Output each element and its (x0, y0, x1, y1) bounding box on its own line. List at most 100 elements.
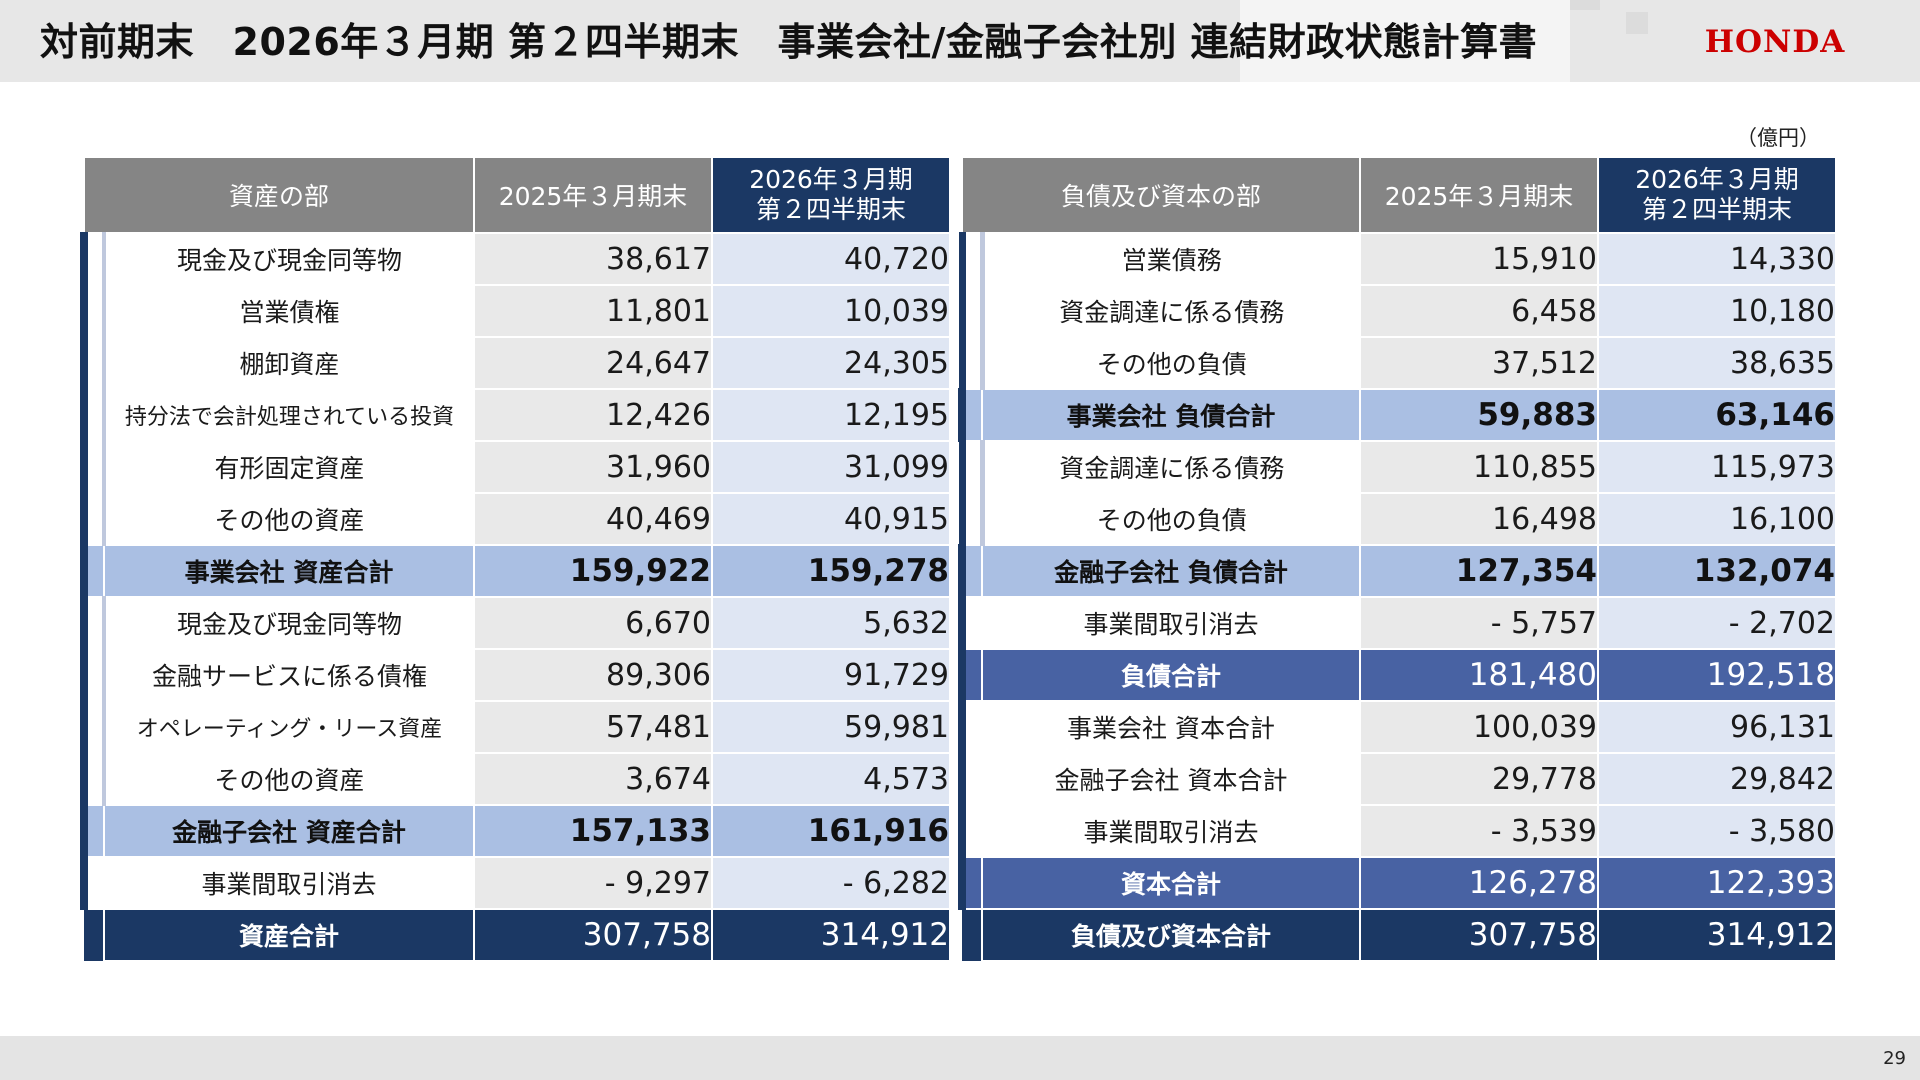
value-cur: 314,912 (1597, 908, 1837, 962)
row-label: 棚卸資産 (103, 336, 475, 390)
value-cur: 161,916 (711, 804, 951, 858)
table-row: その他の資産 40,469 40,915 (80, 492, 951, 546)
value-prev: 3,674 (473, 752, 713, 806)
value-prev: 12,426 (473, 388, 713, 442)
value-prev: 31,960 (473, 440, 713, 494)
liabilities-table: 負債及び資本の部 2025年３月期末 2026年３月期 第２四半期末 営業債務 … (958, 156, 1837, 962)
row-label: その他の資産 (103, 492, 475, 546)
value-prev: 127,354 (1359, 544, 1599, 598)
value-prev: 307,758 (1359, 908, 1599, 962)
liabilities-col-cur-line2: 第２四半期末 (1641, 195, 1792, 224)
row-label: その他の負債 (981, 492, 1361, 546)
row-label: 金融子会社 資産合計 (103, 804, 475, 858)
grand-total-row: 資産合計 307,758 314,912 (84, 908, 951, 962)
table-row: 資金調達に係る債務 6,458 10,180 (958, 284, 1837, 338)
row-label: 事業間取引消去 (981, 804, 1361, 858)
value-prev: - 3,539 (1359, 804, 1599, 858)
group-bracket (958, 336, 985, 389)
value-cur: 63,146 (1597, 388, 1837, 442)
value-prev: 59,883 (1359, 388, 1599, 442)
group-bracket (958, 596, 982, 649)
value-cur: 4,573 (711, 752, 951, 806)
liabilities-col-prev-header: 2025年３月期末 (1359, 156, 1599, 234)
row-label: 持分法で会計処理されている投資 (103, 388, 475, 442)
row-label: 金融サービスに係る債権 (103, 648, 475, 702)
group-bracket (958, 232, 985, 285)
group-bracket (958, 284, 985, 337)
table-row: 金融サービスに係る債権 89,306 91,729 (80, 648, 951, 702)
row-label: 事業会社 資産合計 (103, 544, 475, 598)
value-prev: 16,498 (1359, 492, 1599, 546)
value-cur: 16,100 (1597, 492, 1837, 546)
group-bracket (958, 440, 985, 493)
value-cur: 314,912 (711, 908, 951, 962)
value-prev: - 9,297 (473, 856, 713, 910)
row-label: その他の負債 (981, 336, 1361, 390)
value-prev: 181,480 (1359, 648, 1599, 702)
value-prev: - 5,757 (1359, 596, 1599, 650)
row-label: その他の資産 (103, 752, 475, 806)
row-label: 資金調達に係る債務 (981, 284, 1361, 338)
liabilities-total-row: 負債合計 181,480 192,518 (958, 648, 1837, 702)
value-cur: - 3,580 (1597, 804, 1837, 858)
value-prev: 100,039 (1359, 700, 1599, 754)
group-bracket (958, 804, 982, 857)
group-bracket (80, 700, 106, 753)
group-bracket (80, 492, 106, 545)
value-cur: 31,099 (711, 440, 951, 494)
unit-label: （億円） (1736, 126, 1820, 150)
honda-logo: HONDA (1704, 24, 1846, 60)
value-prev: 307,758 (473, 908, 713, 962)
group-bracket (958, 752, 982, 805)
group-bracket (962, 908, 982, 961)
group-bracket (958, 388, 982, 441)
value-prev: 11,801 (473, 284, 713, 338)
row-label: 金融子会社 資本合計 (981, 752, 1361, 806)
table-row: 営業債権 11,801 10,039 (80, 284, 951, 338)
table-row: 資金調達に係る債務 110,855 115,973 (958, 440, 1837, 494)
group-bracket (80, 336, 106, 389)
page-title: 対前期末 2026年３月期 第２四半期末 事業会社/金融子会社別 連結財政状態計… (40, 20, 1538, 64)
row-label: 資金調達に係る債務 (981, 440, 1361, 494)
group-bracket (80, 440, 106, 493)
value-cur: 5,632 (711, 596, 951, 650)
value-prev: 37,512 (1359, 336, 1599, 390)
value-cur: 24,305 (711, 336, 951, 390)
group-bracket (80, 284, 106, 337)
group-bracket (958, 544, 982, 597)
page-number: 29 (1883, 1048, 1906, 1069)
group-bracket (80, 232, 106, 285)
value-cur: 10,180 (1597, 284, 1837, 338)
row-label: 負債及び資本合計 (981, 908, 1361, 962)
value-cur: 91,729 (711, 648, 951, 702)
table-row: 営業債務 15,910 14,330 (958, 232, 1837, 286)
table-row: 現金及び現金同等物 6,670 5,632 (80, 596, 951, 650)
row-label: 金融子会社 負債合計 (981, 544, 1361, 598)
header-band (0, 0, 1920, 82)
row-label: 事業会社 負債合計 (981, 388, 1361, 442)
value-cur: 59,981 (711, 700, 951, 754)
value-cur: 12,195 (711, 388, 951, 442)
table-row: 有形固定資産 31,960 31,099 (80, 440, 951, 494)
value-cur: 29,842 (1597, 752, 1837, 806)
table-row: その他の資産 3,674 4,573 (80, 752, 951, 806)
table-row: 事業間取引消去 - 9,297 - 6,282 (80, 856, 951, 910)
table-row: 金融子会社 資本合計 29,778 29,842 (958, 752, 1837, 806)
liabilities-col-cur-line1: 2026年３月期 (1635, 165, 1799, 194)
assets-table: 資産の部 2025年３月期末 2026年３月期 第２四半期末 現金及び現金同等物… (80, 156, 951, 962)
row-label: 資本合計 (981, 856, 1361, 910)
value-prev: 89,306 (473, 648, 713, 702)
group-bracket (958, 700, 982, 753)
footer-band (0, 1036, 1920, 1080)
row-label: 事業間取引消去 (103, 856, 475, 910)
liabilities-section-header: 負債及び資本の部 (961, 156, 1361, 234)
assets-header-row: 資産の部 2025年３月期末 2026年３月期 第２四半期末 (83, 156, 951, 234)
value-cur: 96,131 (1597, 700, 1837, 754)
value-prev: 6,670 (473, 596, 713, 650)
value-cur: 132,074 (1597, 544, 1837, 598)
row-label: 資産合計 (103, 908, 475, 962)
value-cur: - 6,282 (711, 856, 951, 910)
assets-col-cur-line1: 2026年３月期 (749, 165, 913, 194)
value-cur: 14,330 (1597, 232, 1837, 286)
subtotal-row: 事業会社 資産合計 159,922 159,278 (80, 544, 951, 598)
